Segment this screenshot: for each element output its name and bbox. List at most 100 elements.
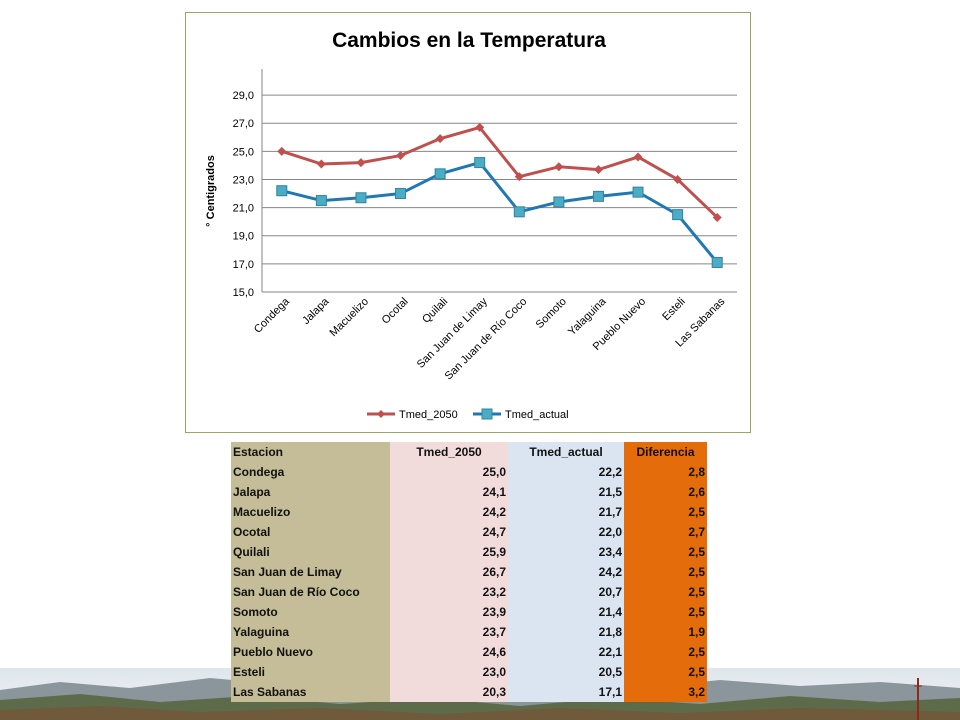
cell-tmed-actual: 24,2 bbox=[508, 562, 624, 582]
y-tick-label: 15,0 bbox=[233, 287, 254, 299]
cell-tmed-2050: 23,0 bbox=[390, 662, 508, 682]
header-tmed-actual: Tmed_actual bbox=[508, 442, 624, 462]
cell-tmed-actual: 22,1 bbox=[508, 642, 624, 662]
cell-estacion: Pueblo Nuevo bbox=[231, 642, 390, 662]
data-point-tmed-2050 bbox=[356, 158, 366, 168]
chart-title: Cambios en la Temperatura bbox=[332, 29, 606, 52]
cell-diferencia: 2,5 bbox=[624, 582, 707, 602]
cell-diferencia: 1,9 bbox=[624, 622, 707, 642]
cell-diferencia: 2,5 bbox=[624, 602, 707, 622]
cell-tmed-2050: 20,3 bbox=[390, 682, 508, 702]
cell-tmed-2050: 25,0 bbox=[390, 462, 508, 482]
table-row: San Juan de Río Coco 23,2 20,7 2,5 bbox=[231, 582, 707, 602]
header-diferencia: Diferencia bbox=[624, 442, 707, 462]
y-tick-label: 29,0 bbox=[233, 90, 254, 102]
data-point-tmed-2050 bbox=[514, 172, 524, 182]
table-row: Jalapa 24,1 21,5 2,6 bbox=[231, 482, 707, 502]
cell-tmed-actual: 22,2 bbox=[508, 462, 624, 482]
data-point-tmed-actual bbox=[355, 192, 367, 204]
table-row: Somoto 23,9 21,4 2,5 bbox=[231, 602, 707, 622]
line-chart: Cambios en la Temperatura 15,0 17,0 19,0 21… bbox=[205, 29, 737, 421]
header-tmed-2050: Tmed_2050 bbox=[390, 442, 508, 462]
cell-estacion: Las Sabanas bbox=[231, 682, 390, 702]
table-row: Yalaguina 23,7 21,8 1,9 bbox=[231, 622, 707, 642]
data-table: Estacion Tmed_2050 Tmed_actual Diferenci… bbox=[231, 442, 707, 702]
y-tick-label: 19,0 bbox=[233, 231, 254, 243]
data-point-tmed-actual bbox=[474, 157, 486, 169]
y-tick-label: 25,0 bbox=[233, 146, 254, 158]
chart-container: Cambios en la Temperatura 15,0 17,0 19,0 21… bbox=[185, 12, 751, 433]
data-point-tmed-2050 bbox=[633, 152, 643, 162]
x-tick-label: Ocotal bbox=[380, 296, 411, 327]
data-point-tmed-2050 bbox=[316, 159, 326, 169]
cell-estacion: Yalaguina bbox=[231, 622, 390, 642]
cell-estacion: Macuelizo bbox=[231, 502, 390, 522]
data-point-tmed-2050 bbox=[593, 165, 603, 175]
table-row: Pueblo Nuevo 24,6 22,1 2,5 bbox=[231, 642, 707, 662]
data-point-tmed-actual bbox=[434, 168, 446, 180]
y-tick-label: 21,0 bbox=[233, 203, 254, 215]
cell-tmed-2050: 23,7 bbox=[390, 622, 508, 642]
header-estacion: Estacion bbox=[231, 442, 390, 462]
data-point-tmed-2050 bbox=[435, 134, 445, 144]
cell-tmed-2050: 26,7 bbox=[390, 562, 508, 582]
cell-diferencia: 2,5 bbox=[624, 662, 707, 682]
data-point-tmed-actual bbox=[553, 196, 565, 208]
data-point-tmed-2050 bbox=[396, 151, 406, 161]
data-point-tmed-actual bbox=[672, 209, 684, 221]
x-tick-label: Esteli bbox=[660, 296, 688, 324]
cell-estacion: Esteli bbox=[231, 662, 390, 682]
data-point-tmed-actual bbox=[592, 190, 604, 202]
cell-tmed-actual: 21,4 bbox=[508, 602, 624, 622]
x-tick-label: San Juan de Río Coco bbox=[443, 296, 530, 383]
series-line-tmed-2050 bbox=[281, 125, 719, 219]
cell-tmed-actual: 23,4 bbox=[508, 542, 624, 562]
cell-estacion: Jalapa bbox=[231, 482, 390, 502]
cell-tmed-actual: 17,1 bbox=[508, 682, 624, 702]
cell-tmed-actual: 22,0 bbox=[508, 522, 624, 542]
data-point-tmed-2050 bbox=[277, 146, 287, 156]
cell-tmed-actual: 21,5 bbox=[508, 482, 624, 502]
legend: Tmed_2050 Tmed_actual bbox=[367, 408, 569, 421]
cell-tmed-actual: 21,8 bbox=[508, 622, 624, 642]
data-point-tmed-2050 bbox=[554, 162, 564, 172]
table-header-row: Estacion Tmed_2050 Tmed_actual Diferenci… bbox=[231, 442, 707, 462]
cell-tmed-2050: 24,1 bbox=[390, 482, 508, 502]
x-tick-label: Quilali bbox=[420, 296, 450, 326]
cell-estacion: Somoto bbox=[231, 602, 390, 622]
cell-tmed-2050: 24,7 bbox=[390, 522, 508, 542]
cell-estacion: San Juan de Río Coco bbox=[231, 582, 390, 602]
cell-tmed-actual: 21,7 bbox=[508, 502, 624, 522]
cell-tmed-actual: 20,7 bbox=[508, 582, 624, 602]
legend-square-icon bbox=[481, 408, 493, 420]
cell-diferencia: 2,7 bbox=[624, 522, 707, 542]
x-tick-label: Somoto bbox=[534, 296, 569, 331]
cell-diferencia: 2,5 bbox=[624, 542, 707, 562]
cell-estacion: Quilali bbox=[231, 542, 390, 562]
data-point-tmed-actual bbox=[711, 256, 723, 268]
legend-label-tmed-actual: Tmed_actual bbox=[505, 409, 569, 421]
cell-estacion: San Juan de Limay bbox=[231, 562, 390, 582]
x-tick-label: Macuelizo bbox=[328, 296, 372, 340]
cell-tmed-2050: 23,2 bbox=[390, 582, 508, 602]
data-point-tmed-actual bbox=[632, 186, 644, 198]
cell-diferencia: 2,8 bbox=[624, 462, 707, 482]
y-tick-label: 23,0 bbox=[233, 174, 254, 186]
legend-diamond-icon bbox=[377, 410, 385, 418]
x-tick-label: Condega bbox=[252, 295, 293, 336]
data-point-tmed-actual bbox=[395, 188, 407, 200]
table-row: Esteli 23,0 20,5 2,5 bbox=[231, 662, 707, 682]
table-row: San Juan de Limay 26,7 24,2 2,5 bbox=[231, 562, 707, 582]
cell-tmed-2050: 23,9 bbox=[390, 602, 508, 622]
cell-tmed-2050: 24,2 bbox=[390, 502, 508, 522]
data-point-tmed-2050 bbox=[475, 122, 485, 132]
data-point-tmed-2050 bbox=[712, 212, 722, 222]
series-line-tmed-actual bbox=[281, 161, 719, 264]
data-point-tmed-2050 bbox=[673, 174, 683, 184]
cell-tmed-actual: 20,5 bbox=[508, 662, 624, 682]
data-point-tmed-actual bbox=[276, 185, 288, 197]
cell-estacion: Condega bbox=[231, 462, 390, 482]
cell-diferencia: 2,5 bbox=[624, 642, 707, 662]
y-tick-label: 27,0 bbox=[233, 118, 254, 130]
table-row: Macuelizo 24,2 21,7 2,5 bbox=[231, 502, 707, 522]
